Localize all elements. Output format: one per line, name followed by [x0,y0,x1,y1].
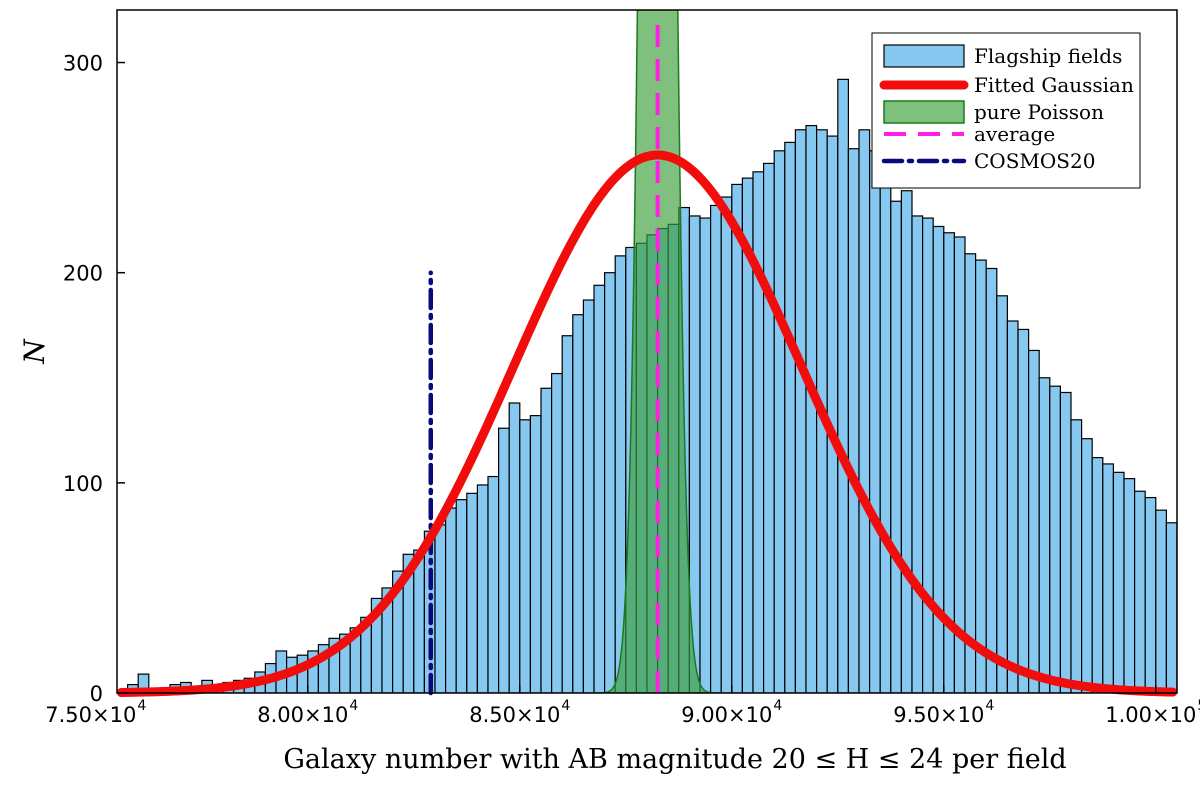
x-tick-label: 1.00×10 [1105,703,1196,727]
histogram-bar [603,272,616,693]
histogram-bar [1091,457,1104,693]
x-tick-exponent: 4 [561,698,570,714]
histogram-bar [582,299,595,693]
histogram-bar [1070,419,1083,693]
histogram-bar [1123,478,1136,693]
histogram-bar [890,200,902,693]
x-tick-exponent: 4 [773,698,782,714]
x-tick-label: 9.50×10 [893,703,984,727]
x-axis-label: Galaxy number with AB magnitude 20 ≤ H ≤… [283,744,1066,775]
y-tick-label: 0 [90,682,103,706]
x-tick-exponent: 4 [985,698,994,714]
histogram-bar [413,549,425,693]
histogram-bar [434,524,447,693]
histogram-bar [1006,320,1019,693]
histogram-bar [762,162,775,693]
histogram-bar [445,507,457,693]
histogram-bar [1059,391,1072,693]
fitted-gaussian-curve [116,150,1178,697]
histogram-bar [985,267,998,693]
histogram-bar [1038,377,1051,693]
histogram-bar [1155,509,1168,693]
histogram-bar [996,295,1008,693]
legend-label-flagship: Flagship fields [974,44,1122,68]
histogram-bar [137,673,150,693]
histogram-bar [1102,463,1115,693]
histogram-bar [921,217,934,693]
histogram-bar [455,499,468,693]
x-tick-exponent: 4 [137,698,146,714]
histogram-bar [868,150,881,693]
histogram-bar [752,171,765,693]
x-tick-label: 9.00×10 [681,703,772,727]
histogram-bar [794,129,807,693]
x-axis-ticks: 7.50×10 4 8.00×10 4 8.50×10 4 9.00×10 4 9.50×10 4… [45,685,1200,727]
histogram-bar [1176,534,1177,693]
x-tick-exponent: 5 [1197,698,1200,714]
legend-label-cosmos: COSMOS20 [974,149,1095,173]
histogram-bar [1112,471,1125,693]
legend-label-average: average [974,122,1055,146]
histogram-bar [572,314,584,693]
histogram-bar [731,183,743,693]
histogram-bar [476,484,489,693]
histogram-bar [720,196,733,693]
histogram-bar [1144,496,1157,693]
histogram-bar [498,427,510,693]
histogram-bar [1165,522,1177,693]
y-axis-label: N [18,338,51,365]
plot-frame [116,9,1178,694]
x-tick-label: 8.00×10 [257,703,348,727]
histogram-bar [974,259,987,693]
histogram-bar [540,387,553,693]
histogram-bar [519,419,531,693]
histogram-bar [911,215,924,693]
legend-label-fitted-gaussian: Fitted Gaussian [974,73,1134,97]
histogram-bar [487,475,500,693]
histogram-bar [826,135,839,693]
histogram-bar [561,335,574,693]
histogram-bar [900,190,913,693]
histogram-bar [508,402,521,693]
histogram-bar [1017,328,1030,693]
y-tick-label: 200 [63,262,103,286]
histogram-bar [1133,490,1146,693]
histogram-bar [932,225,945,693]
histogram-bar [699,217,712,693]
histogram-bar [1080,438,1093,693]
histogram-bar [773,150,786,693]
histogram-bar [837,78,849,693]
histogram-bar [593,284,606,693]
legend-swatch-poisson [883,100,965,124]
histogram-bar [964,253,977,693]
histogram-bar [1188,550,1199,693]
histogram-bar [847,148,860,693]
fit-layer [116,150,1178,697]
y-axis-ticks: 0 100 200 300 [63,52,125,706]
histogram-bar [858,129,871,693]
histogram-bar [550,372,563,693]
histogram-bar [1027,349,1040,693]
histogram-bar [466,492,478,693]
x-tick-label: 8.50×10 [469,703,560,727]
x-tick-exponent: 4 [349,698,358,714]
histogram-bar [529,414,542,693]
y-tick-label: 300 [63,52,103,76]
legend-swatch-flagship [883,44,965,68]
histogram-bar [879,185,892,693]
histogram-bar [805,124,818,693]
x-tick-label: 7.50×10 [45,703,136,727]
legend-label-poisson: pure Poisson [974,100,1104,124]
legend: Flagship fields Fitted Gaussian pure Poi… [871,32,1141,189]
histogram-bar [1049,385,1062,693]
histogram-bar [784,141,796,693]
histogram-bar [709,204,722,693]
y-tick-label: 100 [63,472,103,496]
